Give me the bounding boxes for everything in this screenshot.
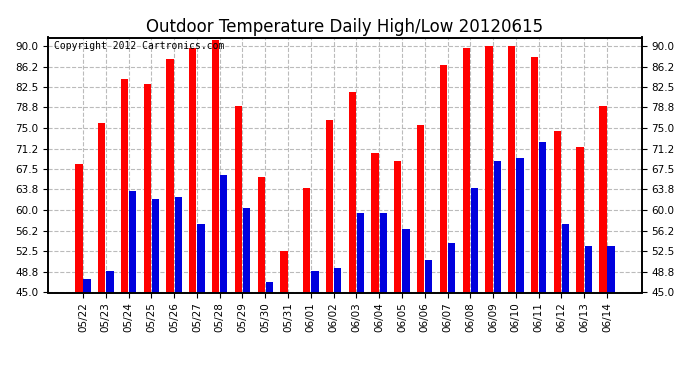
- Bar: [152, 199, 159, 292]
- Bar: [175, 196, 182, 292]
- Bar: [471, 188, 478, 292]
- Bar: [129, 191, 137, 292]
- Bar: [121, 79, 128, 292]
- Bar: [106, 271, 114, 292]
- Bar: [462, 48, 470, 292]
- Bar: [493, 161, 501, 292]
- Bar: [98, 123, 106, 292]
- Bar: [266, 282, 273, 292]
- Bar: [599, 106, 607, 292]
- Bar: [402, 230, 410, 292]
- Title: Outdoor Temperature Daily High/Low 20120615: Outdoor Temperature Daily High/Low 20120…: [146, 18, 544, 36]
- Bar: [485, 46, 493, 292]
- Bar: [243, 207, 250, 292]
- Bar: [166, 59, 174, 292]
- Bar: [212, 40, 219, 292]
- Text: Copyright 2012 Cartronics.com: Copyright 2012 Cartronics.com: [55, 41, 225, 51]
- Bar: [531, 57, 538, 292]
- Bar: [257, 177, 265, 292]
- Bar: [394, 161, 402, 292]
- Bar: [189, 48, 197, 292]
- Bar: [280, 251, 288, 292]
- Bar: [516, 158, 524, 292]
- Bar: [326, 120, 333, 292]
- Bar: [539, 142, 546, 292]
- Bar: [311, 271, 319, 292]
- Bar: [235, 106, 242, 292]
- Bar: [440, 65, 447, 292]
- Bar: [584, 246, 592, 292]
- Bar: [357, 213, 364, 292]
- Bar: [334, 268, 342, 292]
- Bar: [417, 125, 424, 292]
- Bar: [144, 84, 151, 292]
- Bar: [380, 213, 387, 292]
- Bar: [197, 224, 205, 292]
- Bar: [371, 153, 379, 292]
- Bar: [303, 188, 311, 292]
- Bar: [508, 46, 515, 292]
- Bar: [83, 279, 91, 292]
- Bar: [448, 243, 455, 292]
- Bar: [220, 175, 228, 292]
- Bar: [607, 246, 615, 292]
- Bar: [576, 147, 584, 292]
- Bar: [348, 92, 356, 292]
- Bar: [562, 224, 569, 292]
- Bar: [425, 260, 433, 292]
- Bar: [75, 164, 83, 292]
- Bar: [553, 131, 561, 292]
